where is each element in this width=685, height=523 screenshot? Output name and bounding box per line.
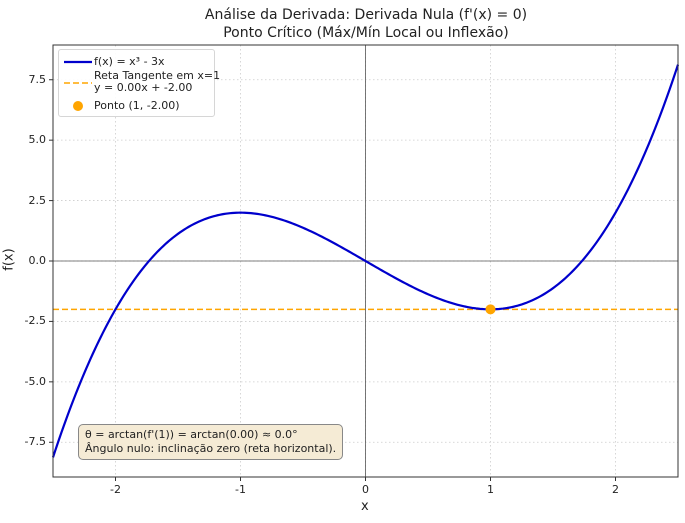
x-tick-label: 1 xyxy=(487,483,494,496)
x-tick-label: -2 xyxy=(110,483,121,496)
legend-label-tangent-2: y = 0.00x + -2.00 xyxy=(94,81,193,94)
y-tick-label: -2.5 xyxy=(24,314,46,328)
legend-dashed-line-icon xyxy=(64,82,92,84)
y-tick-label: -7.5 xyxy=(24,435,46,449)
chart-title-line1: Análise da Derivada: Derivada Nula (f'(x… xyxy=(204,7,528,23)
y-tick-label: -5.0 xyxy=(24,374,46,388)
critical-point-marker xyxy=(485,304,496,315)
x-axis-label: x xyxy=(361,499,369,514)
y-tick-label: 5.0 xyxy=(28,133,47,147)
angle-annotation-box: θ = arctan(f'(1)) = arctan(0.00) ≈ 0.0° … xyxy=(78,424,344,460)
x-tick-label: -1 xyxy=(235,483,246,496)
legend-label-point: Ponto (1, -2.00) xyxy=(94,99,180,112)
legend-line-icon xyxy=(64,60,92,64)
y-axis-label: f(x) xyxy=(1,248,17,271)
legend-label-curve: f(x) = x³ - 3x xyxy=(94,55,165,68)
y-tick-label: 0.0 xyxy=(28,254,47,267)
x-tick-label: 2 xyxy=(612,483,619,496)
y-tick-label: 2.5 xyxy=(28,193,47,207)
annotation-line1: θ = arctan(f'(1)) = arctan(0.00) ≈ 0.0° xyxy=(85,428,298,441)
axis-ticks xyxy=(49,79,616,481)
function-curve xyxy=(51,64,680,458)
legend: f(x) = x³ - 3x Reta Tangente em x=1 y = … xyxy=(58,49,220,117)
annotation-line2: Ângulo nulo: inclinação zero (reta horiz… xyxy=(85,442,337,455)
legend-label-tangent-1: Reta Tangente em x=1 xyxy=(94,69,221,82)
x-tick-label: 0 xyxy=(362,483,369,496)
chart-title-line2: Ponto Crítico (Máx/Mín Local ou Inflexão… xyxy=(223,25,509,41)
chart-title: Análise da Derivada: Derivada Nula (f'(x… xyxy=(0,6,685,42)
y-tick-label: 7.5 xyxy=(28,72,47,86)
legend-dot-icon xyxy=(73,101,83,111)
